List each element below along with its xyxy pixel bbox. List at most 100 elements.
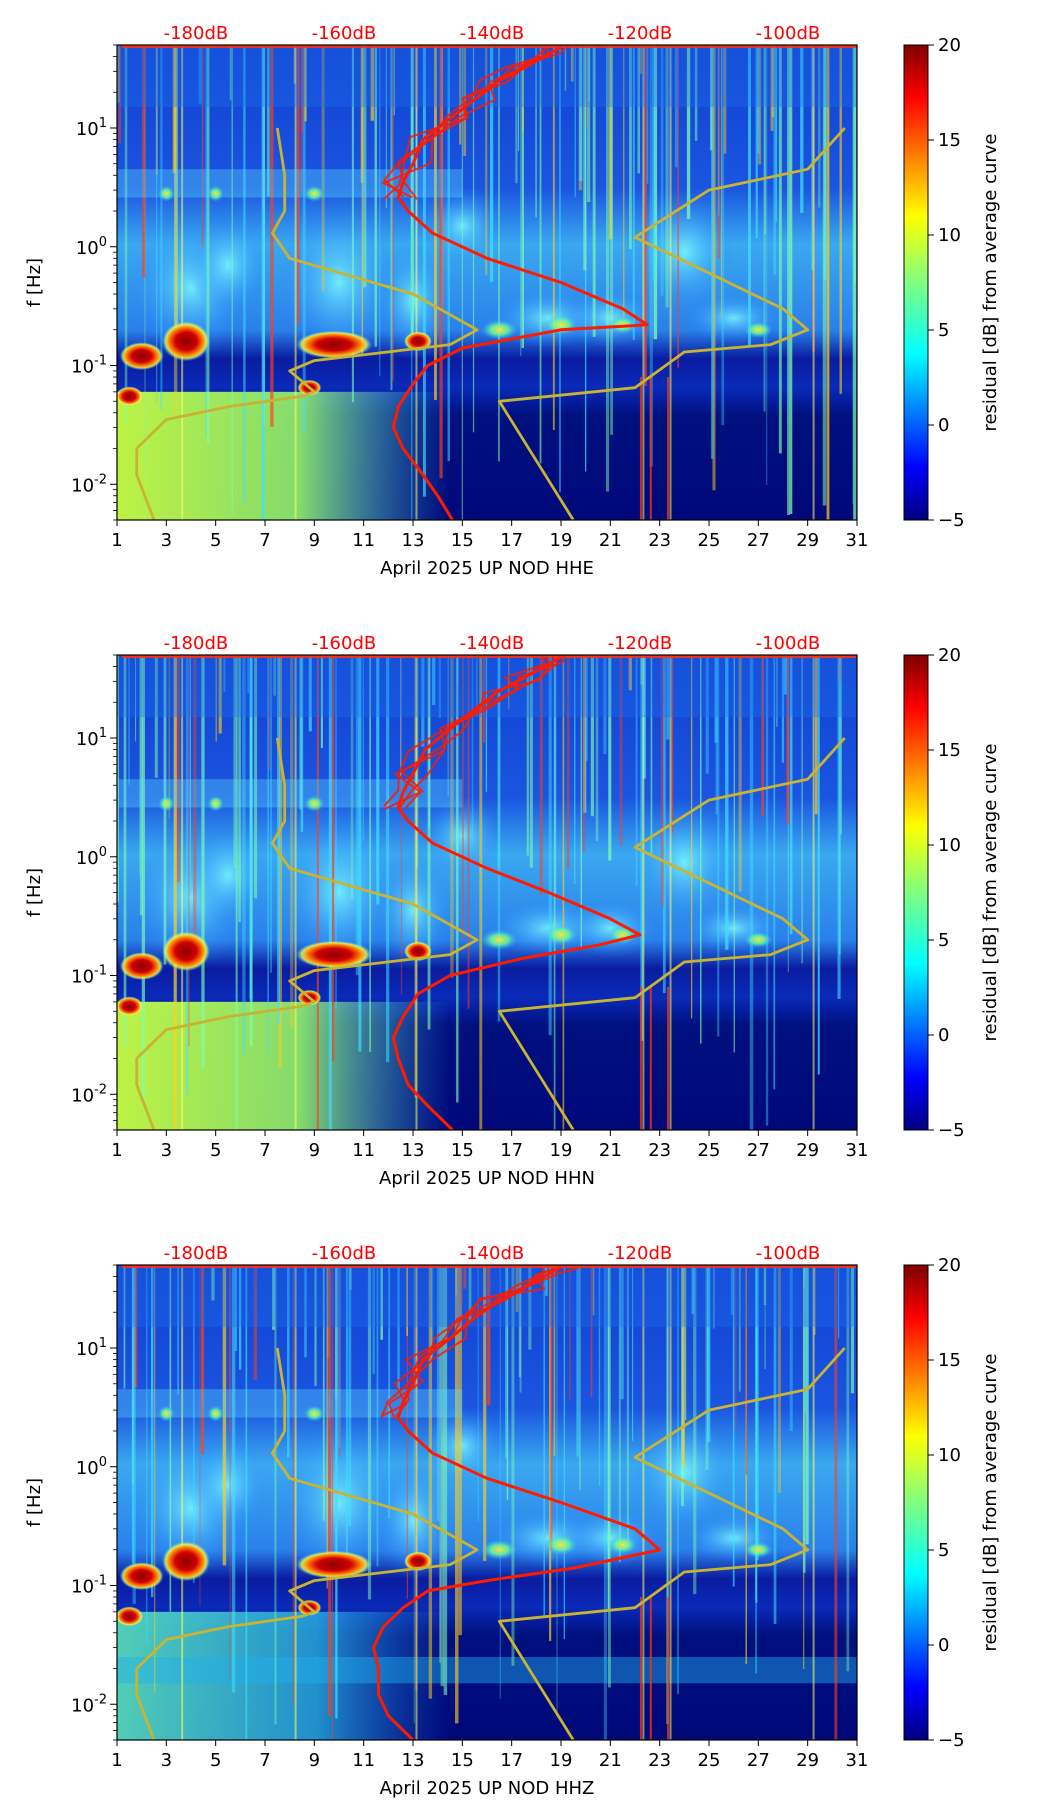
cyan-blob xyxy=(560,898,661,959)
streak xyxy=(711,45,714,459)
x-tick-label: 31 xyxy=(846,1140,869,1161)
streak xyxy=(576,1265,580,1457)
streak xyxy=(301,45,304,133)
streak xyxy=(229,45,232,101)
streak xyxy=(485,655,488,792)
streak xyxy=(376,655,380,905)
streak xyxy=(177,1265,179,1395)
streak xyxy=(339,1265,341,1457)
streak xyxy=(238,1265,242,1370)
hot-spot xyxy=(162,1541,211,1582)
streak xyxy=(511,1265,515,1666)
streak xyxy=(686,45,691,220)
streak xyxy=(463,1265,467,1289)
streak xyxy=(714,655,718,743)
streak xyxy=(666,1265,669,1724)
y-tick-label: 101 xyxy=(76,726,107,750)
event-line xyxy=(639,987,642,1130)
streak xyxy=(607,1265,610,1612)
streak xyxy=(839,45,842,394)
streak xyxy=(272,1265,275,1330)
warm-spot xyxy=(304,795,325,812)
streak xyxy=(801,655,803,964)
streak xyxy=(487,1265,491,1406)
streak xyxy=(853,45,857,283)
streak xyxy=(358,655,362,1052)
streak xyxy=(805,1265,809,1545)
streak xyxy=(348,1265,352,1527)
low-frequency-region xyxy=(117,1001,450,1130)
streak xyxy=(517,45,520,152)
colorbar xyxy=(903,654,929,1131)
streak xyxy=(300,655,304,832)
x-tick-label: 5 xyxy=(210,1750,221,1771)
streak xyxy=(717,45,720,216)
warm-spot xyxy=(481,929,518,950)
streak xyxy=(479,655,483,1130)
streak xyxy=(254,655,258,899)
streak xyxy=(732,1265,735,1587)
streak xyxy=(261,45,265,520)
streak xyxy=(406,1265,408,1336)
streak xyxy=(316,655,319,1130)
hot-spot xyxy=(162,321,211,362)
streak xyxy=(761,655,765,817)
colorbar-tick-label: 20 xyxy=(938,35,961,56)
y-axis-label: f [Hz] xyxy=(24,258,45,307)
streak xyxy=(489,45,494,282)
heatmap-area xyxy=(117,45,857,520)
streak xyxy=(583,45,587,271)
streak xyxy=(345,1265,348,1560)
streak xyxy=(804,1265,807,1413)
x-tick-label: 3 xyxy=(161,1750,172,1771)
x-tick-label: 9 xyxy=(309,1140,320,1161)
streak xyxy=(609,45,613,240)
streak xyxy=(706,1265,711,1443)
average-psd-curve xyxy=(391,655,642,1130)
streak xyxy=(789,1265,793,1431)
streak xyxy=(749,655,754,1130)
colorbar-tick-label: −5 xyxy=(938,1730,965,1751)
streak xyxy=(467,655,470,1009)
streak xyxy=(528,1265,532,1350)
streak xyxy=(783,655,788,695)
streak xyxy=(757,45,760,154)
streak xyxy=(410,45,413,520)
warm-spot xyxy=(158,1405,175,1422)
warm-spot xyxy=(744,1541,773,1558)
db-scale-label: -100dB xyxy=(756,1243,821,1264)
streak xyxy=(755,1265,758,1603)
streak xyxy=(201,45,204,248)
db-scale-label: -120dB xyxy=(608,633,673,654)
streak xyxy=(292,1265,295,1703)
event-line xyxy=(667,377,670,520)
streak xyxy=(717,655,720,1037)
x-tick-label: 5 xyxy=(210,1140,221,1161)
streak xyxy=(497,45,500,462)
warm-spot xyxy=(304,185,325,202)
streak xyxy=(640,655,644,1041)
average-psd-curve xyxy=(391,45,649,520)
streak xyxy=(198,45,202,104)
streak xyxy=(229,1265,231,1679)
streak xyxy=(580,655,582,947)
streak xyxy=(439,45,443,479)
x-axis-label: April 2025 UP NOD HHN xyxy=(379,1168,595,1189)
colorbar-tick-label: 10 xyxy=(938,225,961,246)
y-axis-label: f [Hz] xyxy=(24,868,45,917)
streak xyxy=(455,1265,459,1724)
streak xyxy=(400,655,402,776)
noise-model-curve xyxy=(497,737,846,1130)
streak xyxy=(766,45,768,485)
warm-spot xyxy=(744,321,773,338)
x-tick-label: 15 xyxy=(451,1750,474,1771)
streak xyxy=(817,655,820,1075)
streak xyxy=(422,45,426,497)
streak xyxy=(201,1265,205,1454)
cyan-blob xyxy=(188,1435,268,1536)
db-scale-label: -180dB xyxy=(164,23,229,44)
streak xyxy=(247,655,250,694)
psd-curve-spread xyxy=(398,655,547,810)
streak xyxy=(497,655,501,1022)
